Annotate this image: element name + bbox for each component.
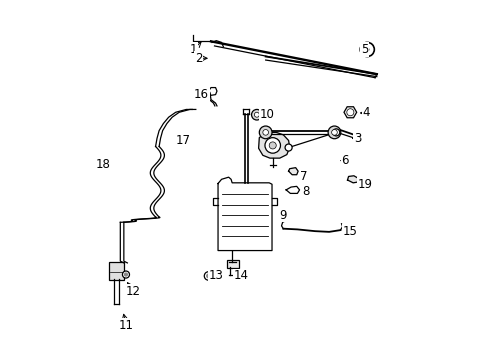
Text: 14: 14 [233,270,248,283]
Text: 12: 12 [125,285,141,298]
Circle shape [269,142,276,149]
Text: 3: 3 [353,132,360,145]
Circle shape [346,109,353,116]
FancyBboxPatch shape [227,260,239,268]
Circle shape [206,274,210,278]
Polygon shape [343,107,356,118]
Polygon shape [288,168,298,175]
Text: 8: 8 [302,185,309,198]
Circle shape [332,129,339,136]
Text: 5: 5 [360,43,367,56]
FancyBboxPatch shape [109,262,123,280]
Circle shape [124,273,127,276]
Circle shape [259,126,271,139]
Text: 18: 18 [96,158,111,171]
Circle shape [264,138,280,153]
Text: 1: 1 [189,43,197,56]
Circle shape [365,48,368,51]
Text: 13: 13 [208,270,223,283]
Polygon shape [218,177,271,251]
Text: 9: 9 [279,209,286,222]
Circle shape [204,272,212,280]
Circle shape [327,126,340,139]
Text: 19: 19 [357,178,372,191]
Text: 16: 16 [194,88,208,101]
Text: 11: 11 [119,319,134,332]
Text: 15: 15 [342,225,357,238]
Text: 10: 10 [260,108,274,121]
Circle shape [122,271,129,278]
Text: 7: 7 [300,170,307,183]
Text: 2: 2 [195,52,202,65]
Text: 6: 6 [341,154,348,167]
Circle shape [263,130,268,135]
Polygon shape [347,176,357,183]
Text: 4: 4 [362,107,369,120]
Text: 17: 17 [175,134,190,147]
Circle shape [251,109,262,120]
Circle shape [285,144,291,151]
Circle shape [254,112,259,117]
Circle shape [360,42,374,57]
Polygon shape [258,132,289,158]
Circle shape [331,130,337,135]
